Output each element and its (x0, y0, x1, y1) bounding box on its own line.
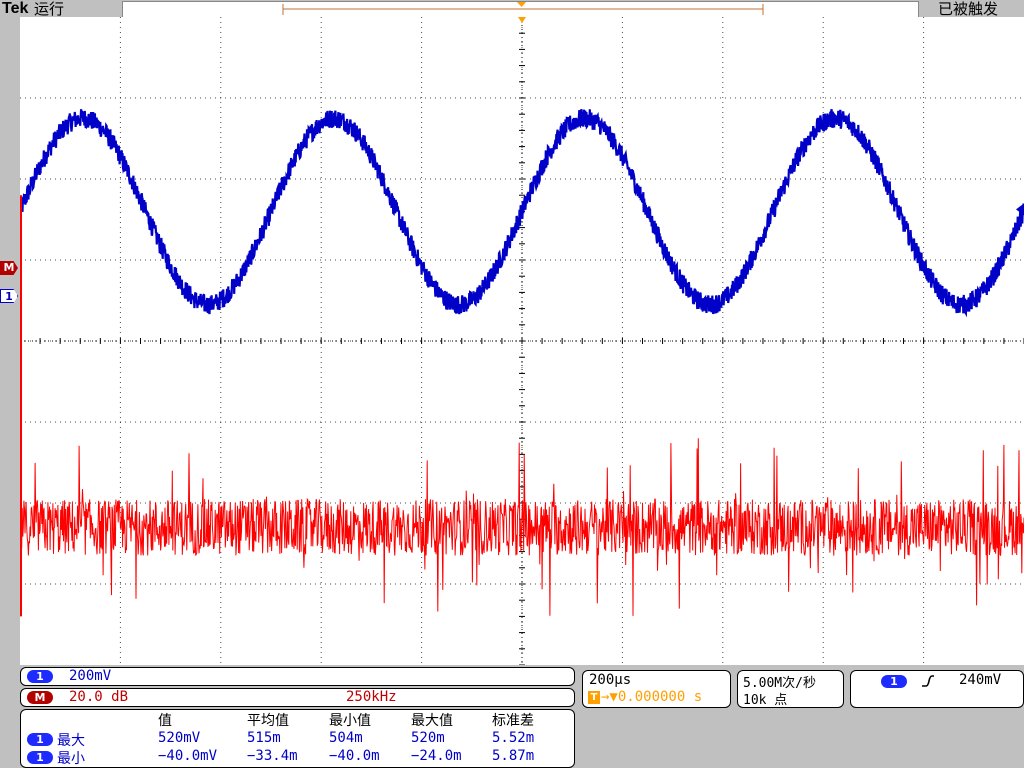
trigger-position-marker (518, 17, 526, 23)
brand-logo: Tek (2, 0, 29, 17)
trigger-source-chip: 1 (881, 675, 907, 688)
math-freq-per-div: 250kHz (346, 689, 397, 705)
trigger-state: 已被触发 (937, 0, 998, 18)
horizontal-scale: 200µs (589, 672, 632, 688)
meas-header-max: 最大值 (411, 713, 453, 729)
meas-header-min: 最小值 (329, 713, 371, 729)
math-chip: M (27, 691, 53, 704)
meas-header-mean: 平均值 (247, 713, 289, 729)
meas-row2-max: −24.0m (411, 748, 462, 764)
timebase-panel[interactable]: 200µs T →▼0.000000 s (582, 670, 731, 708)
channel1-ground-marker[interactable]: 1 (0, 289, 18, 303)
waveform-plot (18, 16, 1024, 666)
channel1-chip: 1 (27, 670, 53, 683)
series-math (19, 438, 1024, 616)
measurement-panel[interactable]: 值 平均值 最小值 最大值 标准差 1 最大 520mV 515m 504m 5… (20, 709, 575, 768)
ch1-end-marker (1016, 203, 1024, 216)
sample-rate: 5.00M次/秒 (743, 676, 816, 691)
acquisition-panel[interactable]: 5.00M次/秒 10k 点 (737, 670, 844, 708)
record-length: 10k 点 (743, 693, 788, 708)
meas-header-value: 值 (158, 713, 172, 729)
math-ground-marker[interactable]: M (0, 261, 18, 275)
rising-edge-icon (922, 675, 934, 687)
meas-row1-std: 5.52m (492, 730, 535, 746)
waveform-display[interactable] (18, 16, 1024, 666)
channel1-scale-panel[interactable]: 1 200mV (20, 667, 575, 686)
meas-row1-value: 520mV (158, 730, 201, 746)
meas-row2-value: −40.0mV (158, 748, 218, 764)
math-scale-panel[interactable]: M 20.0 dB 250kHz (20, 688, 575, 707)
meas-row1-mean: 515m (247, 730, 281, 746)
run-state[interactable]: 运行 (34, 0, 65, 18)
meas-row1-min: 504m (329, 730, 363, 746)
meas-row2-min: −40.0m (329, 748, 380, 764)
trigger-level: 240mV (959, 672, 1002, 688)
meas-row1-max: 520m (411, 730, 445, 746)
meas-row1-chip: 1 (27, 733, 53, 746)
record-window-indicator (282, 2, 764, 15)
math-db-per-div: 20.0 dB (69, 689, 129, 705)
meas-row2-mean: −33.4m (247, 748, 298, 764)
meas-header-std: 标准差 (492, 713, 534, 729)
trigger-t-icon: T (588, 691, 600, 704)
meas-row2-chip: 1 (27, 751, 53, 764)
trigger-panel[interactable]: 1 240mV (850, 670, 1024, 708)
channel1-volts-per-div: 200mV (69, 668, 112, 684)
meas-row2-label: 最小 (57, 751, 85, 767)
record-view-bar[interactable] (122, 1, 919, 18)
meas-row2-std: 5.87m (492, 748, 535, 764)
meas-row1-label: 最大 (57, 733, 85, 749)
series-ch1 (18, 109, 1024, 318)
trigger-position: →▼0.000000 s (601, 689, 703, 705)
